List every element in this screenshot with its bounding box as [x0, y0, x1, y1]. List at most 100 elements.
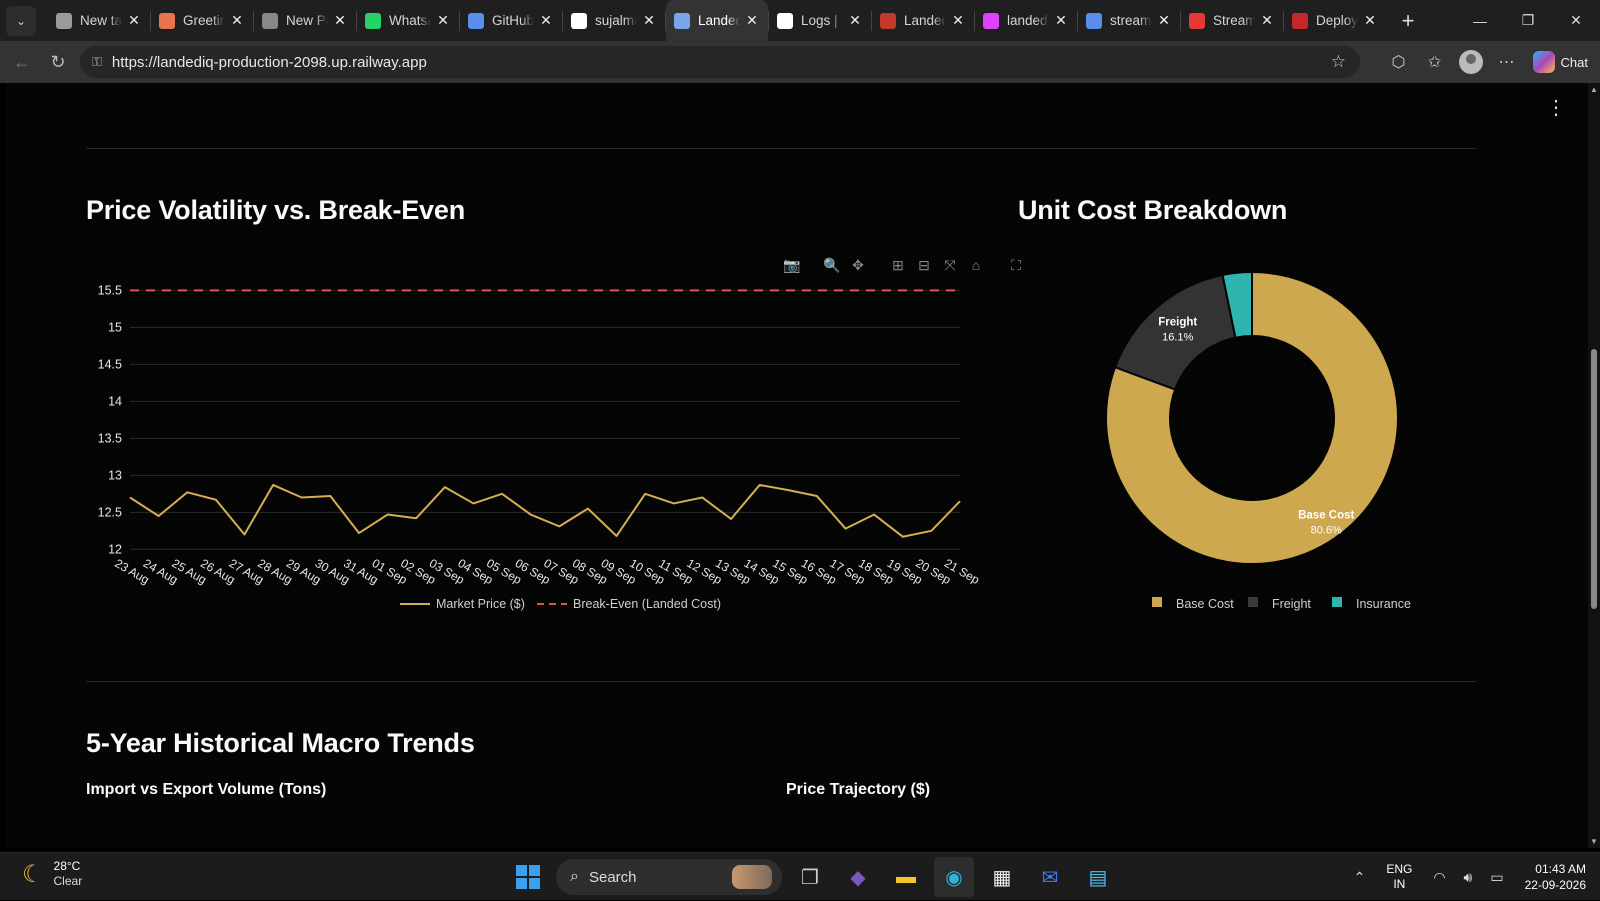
tab-title: New Prompt — [286, 13, 328, 28]
camera-icon[interactable]: 📷 — [783, 256, 801, 273]
close-tab-icon[interactable]: ✕ — [437, 12, 449, 28]
file-explorer-icon[interactable]: ▬ — [896, 865, 916, 888]
browser-tab[interactable]: New tab ✕ — [48, 0, 150, 41]
price-trajectory-subheading: Price Trajectory ($) — [786, 781, 931, 798]
tab-separator — [1180, 10, 1181, 31]
zoom-in-icon[interactable]: ⊞ — [892, 256, 904, 273]
legend-label: Freight — [1272, 597, 1311, 611]
app-icon — [880, 12, 896, 29]
restore-icon[interactable]: ❐ — [1521, 12, 1535, 28]
close-tab-icon[interactable]: ✕ — [746, 12, 758, 28]
search-highlight-image — [732, 865, 772, 889]
close-tab-icon[interactable]: ✕ — [1055, 12, 1067, 28]
zoom-icon[interactable]: 🔍 — [823, 256, 841, 273]
address-bar[interactable]: ⚿ https://landediq-production-2098.up.ra… — [80, 46, 1360, 78]
close-tab-icon[interactable]: ✕ — [540, 12, 552, 28]
close-tab-icon[interactable]: ✕ — [231, 12, 243, 28]
browser-tab[interactable]: sujalmane ✕ — [563, 0, 665, 41]
unit-cost-donut-chart[interactable]: Base Cost80.6%Freight16.1%Insurance3.23%… — [1026, 263, 1426, 623]
moon-icon: ☾ — [22, 860, 44, 888]
browser-tab[interactable]: LandedIQ ✕ — [666, 0, 768, 41]
wifi-icon[interactable]: ◠ — [1433, 868, 1446, 885]
edge-browser-icon[interactable]: ◉ — [934, 857, 974, 897]
favorites-icon[interactable]: ✩ — [1427, 54, 1442, 71]
tab-separator — [562, 10, 563, 31]
legend-label: Insurance — [1356, 597, 1411, 611]
extensions-icon[interactable]: ⬡ — [1391, 54, 1406, 71]
donut-slice — [1221, 270, 1253, 339]
show-hidden-icons-chevron-icon[interactable]: ⌃ — [1353, 868, 1366, 885]
start-button[interactable] — [508, 857, 548, 897]
claude-icon — [159, 12, 175, 29]
page-icon — [56, 12, 72, 29]
copilot-chat-button[interactable]: Chat — [1532, 51, 1588, 73]
scroll-down-icon[interactable]: ▼ — [1590, 837, 1598, 846]
close-tab-icon[interactable]: ✕ — [1261, 12, 1273, 28]
close-tab-icon[interactable]: ✕ — [1158, 12, 1170, 28]
app-menu-icon[interactable]: ⋮ — [1546, 97, 1566, 119]
back-icon[interactable]: ← — [13, 51, 31, 72]
page-scrollbar[interactable]: ▲ ▼ — [1588, 83, 1600, 848]
search-icon: ⌕ — [570, 868, 579, 885]
battery-icon[interactable]: ▭ — [1490, 868, 1504, 885]
price-volatility-heading: Price Volatility vs. Break-Even — [86, 195, 465, 225]
volume-icon[interactable]: 🔊︎ — [1463, 868, 1473, 885]
autoscale-icon[interactable]: ⤧ — [944, 256, 956, 273]
browser-tab[interactable]: Logs | Railway ✕ — [769, 0, 871, 41]
more-options-icon[interactable]: ⋯ — [1498, 54, 1515, 71]
reset-axes-icon[interactable]: ⌂ — [971, 257, 981, 273]
legend-swatch — [1248, 597, 1258, 607]
clock[interactable]: 01:43 AM 22-09-2026 — [1525, 861, 1586, 893]
browser-tab[interactable]: Deploy ✕ — [1284, 0, 1386, 41]
taskbar-search[interactable]: ⌕ Search — [556, 859, 782, 895]
github-icon — [571, 12, 587, 29]
close-window-icon[interactable]: ✕ — [1570, 12, 1582, 28]
microsoft-store-icon[interactable]: ▦ — [992, 866, 1012, 889]
tab-separator — [1283, 10, 1284, 31]
close-tab-icon[interactable]: ✕ — [952, 12, 964, 28]
tab-title: Greetings — [183, 13, 225, 28]
y-tick-label: 13.5 — [98, 431, 122, 445]
browser-tab[interactable]: GitHub ✕ — [460, 0, 562, 41]
close-tab-icon[interactable]: ✕ — [643, 12, 655, 28]
profile-avatar[interactable] — [1458, 50, 1483, 74]
weather-widget[interactable]: ☾ 28°C Clear — [22, 859, 82, 889]
close-tab-icon[interactable]: ✕ — [128, 12, 140, 28]
outlook-icon[interactable]: ✉ — [1041, 866, 1059, 889]
browser-tab[interactable]: Streamlit ✕ — [1181, 0, 1283, 41]
notepad-icon[interactable]: ▤ — [1088, 866, 1108, 889]
browser-tab[interactable]: Greetings ✕ — [151, 0, 253, 41]
browser-tab[interactable]: LandedIQ ✕ — [872, 0, 974, 41]
favorite-star-icon[interactable]: ☆ — [1330, 52, 1346, 71]
legend-swatch — [1152, 597, 1162, 607]
divider — [86, 681, 1476, 682]
series-line-0 — [129, 483, 961, 538]
tab-separator — [1077, 10, 1078, 31]
task-view-icon[interactable]: ❐ — [801, 866, 819, 889]
language-indicator[interactable]: ENG IN — [1386, 862, 1412, 892]
streamlit-app-page: ⋮ Price Volatility vs. Break-Even Unit C… — [6, 83, 1588, 848]
close-tab-icon[interactable]: ✕ — [1364, 12, 1376, 28]
site-info-icon[interactable]: ⚿ — [92, 54, 102, 69]
close-tab-icon[interactable]: ✕ — [849, 12, 861, 28]
tab-separator — [974, 10, 975, 31]
minimize-icon[interactable]: — — [1473, 12, 1487, 29]
browser-tab[interactable]: streamlit ✕ — [1078, 0, 1180, 41]
copilot-app-icon[interactable]: ◆ — [850, 866, 866, 889]
reload-icon[interactable]: ↻ — [50, 51, 66, 72]
new-tab-button[interactable]: + — [1401, 7, 1415, 33]
windows-logo-icon — [516, 865, 540, 889]
tab-actions-menu-button[interactable]: ⌄ — [6, 5, 36, 36]
pan-icon[interactable]: ✥ — [852, 256, 864, 273]
fullscreen-icon[interactable]: ⛶ — [1011, 256, 1021, 273]
scroll-up-icon[interactable]: ▲ — [1590, 85, 1598, 94]
scrollbar-thumb[interactable] — [1591, 349, 1597, 609]
close-tab-icon[interactable]: ✕ — [334, 12, 346, 28]
browser-tab[interactable]: New Prompt ✕ — [254, 0, 356, 41]
browser-tab[interactable]: landediq ✕ — [975, 0, 1077, 41]
y-tick-label: 14.5 — [98, 357, 122, 371]
browser-tab[interactable]: WhatsApp ✕ — [357, 0, 459, 41]
zoom-out-icon[interactable]: ⊟ — [918, 256, 930, 273]
tab-title: landediq — [1007, 13, 1049, 28]
